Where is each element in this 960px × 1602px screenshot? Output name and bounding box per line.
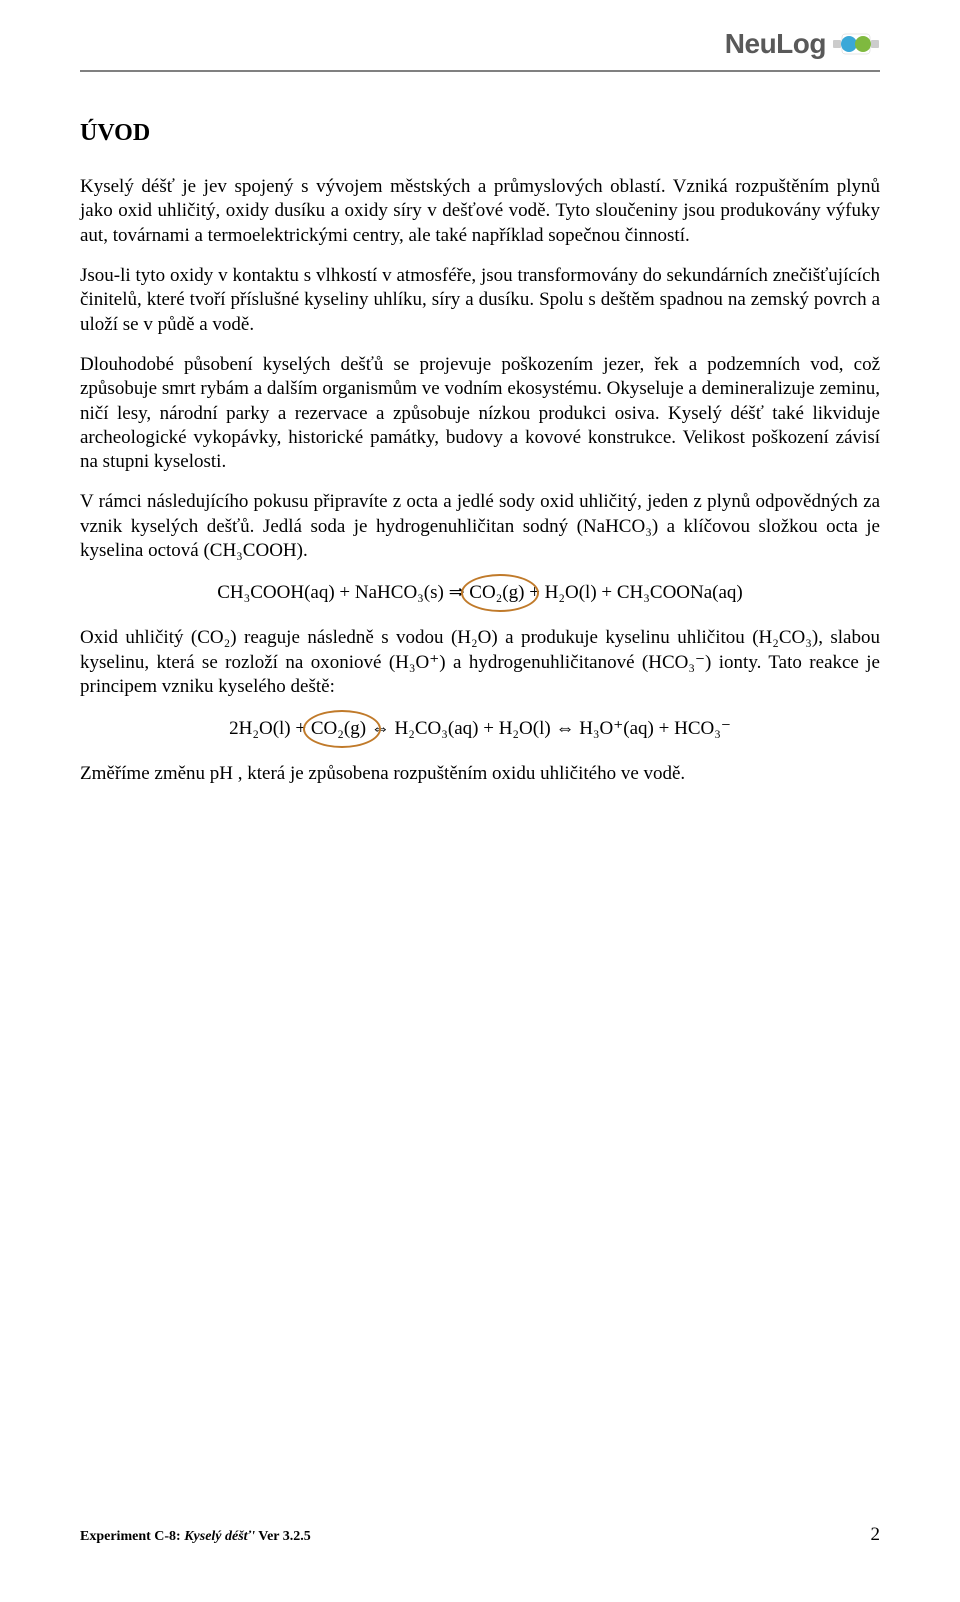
paragraph-2: Jsou-li tyto oxidy v kontaktu s vlhkostí… [80,264,880,337]
paragraph-5: Oxid uhličitý (CO₂) reaguje následně s v… [80,626,880,699]
eq2-pre: 2H₂O(l) + [229,718,311,739]
brand-logo: NeuLog [725,28,880,60]
eq2-post: ⇔ H₂CO₃(aq) + H₂O(l) ⇔ H₃O⁺(aq) + HCO₃⁻ [366,718,731,739]
eq2-circled-wrap: CO₂(g) [311,718,366,740]
equation-2: 2H₂O(l) + CO₂(g) ⇔ H₂CO₃(aq) + H₂O(l) ⇔ … [80,717,880,740]
eq1-post: + H₂O(l) + CH₃COONa(aq) [524,582,742,603]
eq2-circled: CO₂(g) [311,718,366,739]
logo-icon [832,31,880,57]
paragraph-3: Dlouhodobé působení kyselých dešťů se pr… [80,353,880,475]
eq1-circled: CO₂(g) [469,582,524,603]
page-footer: Experiment C-8: Kyselý déšť' Ver 3.2.5 2 [80,1524,880,1546]
paragraph-1: Kyselý déšť je jev spojený s vývojem měs… [80,175,880,248]
page-title: ÚVOD [80,120,880,147]
content-area: ÚVOD Kyselý déšť je jev spojený s vývoje… [80,120,880,803]
eq1-circled-wrap: CO₂(g) [469,582,524,604]
equation-1: CH₃COOH(aq) + NaHCO₃(s) ⇒ CO₂(g) + H₂O(l… [80,581,880,604]
footer-version: Ver 3.2.5 [255,1529,311,1544]
logo-text: NeuLog [725,28,826,60]
page-number: 2 [871,1524,881,1546]
paragraph-6: Změříme změnu pH , která je způsobena ro… [80,762,880,786]
footer-left: Experiment C-8: Kyselý déšť' Ver 3.2.5 [80,1529,311,1545]
header-rule [80,70,880,72]
paragraph-4: V rámci následujícího pokusu připravíte … [80,490,880,563]
document-page: NeuLog ÚVOD Kyselý déšť je jev spojený s… [0,0,960,1602]
eq1-pre: CH₃COOH(aq) + NaHCO₃(s) ⇒ [217,582,469,603]
footer-experiment-name: Kyselý déšť' [184,1529,255,1544]
footer-experiment-label: Experiment C-8: [80,1529,184,1544]
